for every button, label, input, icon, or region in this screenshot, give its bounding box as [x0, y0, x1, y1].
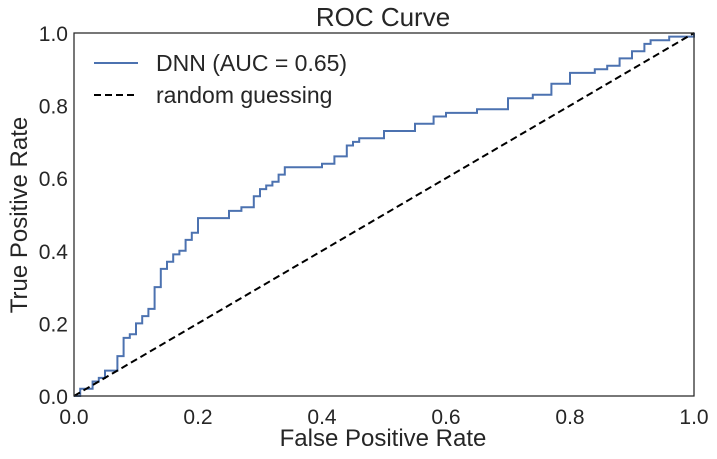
x-tick-label: 0.4	[307, 406, 337, 429]
x-axis-ticks: 0.0 0.2 0.4 0.6 0.8 1.0	[59, 406, 708, 429]
y-tick-label: 0.2	[39, 313, 68, 336]
chart-title: ROC Curve	[316, 2, 450, 32]
x-axis-label: False Positive Rate	[280, 425, 487, 452]
x-tick-label: 0.8	[555, 406, 584, 429]
y-tick-label: 0.6	[39, 168, 68, 191]
y-tick-label: 0.4	[39, 241, 69, 264]
x-tick-label: 0.0	[59, 406, 88, 429]
x-tick-label: 0.2	[183, 406, 212, 429]
y-tick-label: 0.0	[39, 386, 68, 409]
legend-label: random guessing	[156, 82, 332, 108]
plot-area	[73, 32, 695, 397]
legend-label: DNN (AUC = 0.65)	[156, 50, 347, 76]
plot-frame	[73, 32, 695, 397]
legend: DNN (AUC = 0.65) random guessing	[94, 50, 347, 108]
random-guessing-line	[73, 32, 695, 397]
y-axis-label: True Positive Rate	[6, 117, 33, 314]
y-axis-ticks: 0.0 0.2 0.4 0.6 0.8 1.0	[39, 23, 69, 409]
y-tick-label: 0.8	[39, 96, 68, 119]
x-tick-label: 1.0	[679, 406, 708, 429]
y-tick-label: 1.0	[39, 23, 68, 46]
roc-curve-line	[74, 33, 695, 397]
x-tick-label: 0.6	[431, 406, 460, 429]
